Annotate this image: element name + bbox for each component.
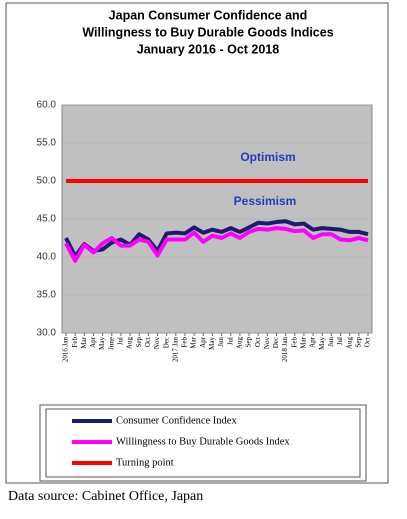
x-tick-label: Feb [290, 337, 298, 348]
x-tick-label: May [208, 337, 216, 350]
x-tick-label: Apr [199, 336, 207, 348]
annotation: Optimism [240, 150, 295, 164]
chart-title: Japan Consumer Confidence and [109, 8, 308, 22]
x-tick-label: Aug [126, 337, 134, 350]
x-tick-label: Sep [245, 337, 253, 348]
chart-title: January 2016 - Oct 2018 [137, 42, 279, 56]
y-tick-label: 35.0 [37, 290, 57, 301]
x-tick-label: Nov [153, 337, 161, 350]
x-tick-label: 2016 Jan [62, 337, 70, 363]
series-line [64, 226, 369, 263]
x-tick-label: May [98, 337, 106, 350]
x-tick-label: Sep [354, 337, 362, 348]
chart-title: Willingness to Buy Durable Goods Indices [82, 25, 333, 39]
x-tick-label: Feb [181, 337, 189, 348]
x-tick-label: Nov [263, 337, 271, 350]
legend-label: Consumer Confidence Index [116, 415, 237, 426]
legend-label: Willingness to Buy Durable Goods Index [116, 436, 290, 447]
x-tick-label: May [318, 337, 326, 350]
x-tick-label: Aug [345, 337, 353, 350]
x-tick-label: Dec [162, 337, 170, 348]
x-tick-label: Jun [327, 337, 335, 347]
x-tick-label: Apr [309, 336, 317, 348]
x-tick-label: Apr [89, 336, 97, 348]
x-tick-label: Oct [364, 337, 372, 347]
x-tick-label: 2018 Jan [281, 337, 289, 363]
y-tick-label: 45.0 [37, 214, 57, 225]
x-tick-label: Jul [117, 337, 125, 345]
x-tick-label: June [107, 337, 115, 350]
legend-label: Turning point [116, 457, 174, 468]
x-tick-label: Feb [71, 337, 79, 348]
x-tick-label: Sep [135, 337, 143, 348]
x-tick-label: Oct [254, 337, 262, 347]
x-tick-label: Mar [80, 336, 88, 348]
x-tick-label: Jul [226, 337, 234, 345]
y-tick-label: 30.0 [37, 328, 57, 339]
x-tick-label: Mar [300, 336, 308, 348]
legend-inner [45, 408, 361, 478]
x-tick-label: Mar [190, 336, 198, 348]
annotation: Pessimism [234, 194, 297, 208]
x-tick-label: Aug [235, 337, 243, 350]
x-tick-label: Oct [144, 337, 152, 347]
y-tick-label: 50.0 [37, 176, 57, 187]
y-tick-label: 60.0 [37, 100, 57, 111]
x-tick-label: Dec [272, 337, 280, 348]
y-tick-label: 55.0 [37, 138, 57, 149]
x-tick-label: 2017 Jan [171, 337, 179, 363]
source: Data source: Cabinet Office, Japan [8, 489, 203, 504]
x-tick-label: Jul [336, 337, 344, 345]
x-tick-label: Jun [217, 337, 225, 347]
y-tick-label: 40.0 [37, 252, 57, 263]
